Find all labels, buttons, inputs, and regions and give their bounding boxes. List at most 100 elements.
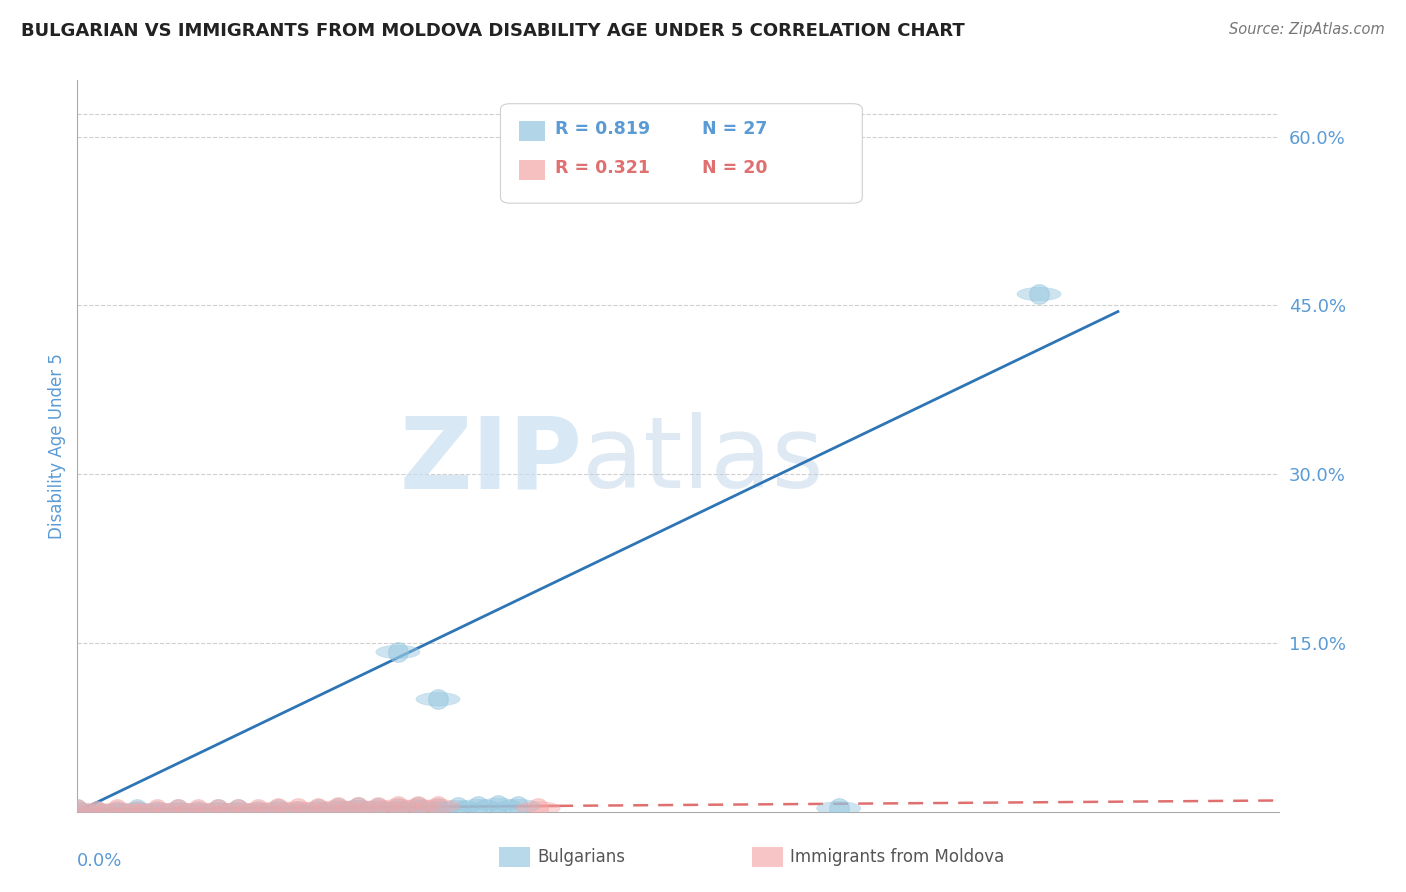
Bar [519, 160, 546, 180]
Text: Source: ZipAtlas.com: Source: ZipAtlas.com [1229, 22, 1385, 37]
Ellipse shape [55, 803, 100, 816]
Point [287, 804, 309, 818]
Text: 0.0%: 0.0% [77, 852, 122, 870]
Point [86, 804, 108, 818]
Ellipse shape [76, 804, 120, 817]
Point [427, 801, 450, 815]
Ellipse shape [96, 804, 139, 817]
Point [127, 802, 149, 816]
Point [387, 801, 409, 815]
Ellipse shape [396, 800, 440, 814]
Ellipse shape [55, 803, 100, 816]
Ellipse shape [236, 804, 280, 817]
Point [307, 801, 329, 815]
Point [347, 800, 370, 814]
Ellipse shape [256, 803, 299, 816]
Text: R = 0.321: R = 0.321 [554, 159, 650, 177]
Point [166, 802, 188, 816]
Point [86, 804, 108, 818]
Ellipse shape [135, 803, 180, 816]
Point [107, 804, 129, 818]
Ellipse shape [76, 804, 120, 817]
Ellipse shape [375, 802, 420, 815]
Text: N = 20: N = 20 [703, 159, 768, 177]
Point [347, 800, 370, 814]
Point [326, 801, 349, 815]
Ellipse shape [336, 800, 380, 814]
Point [447, 800, 470, 814]
Ellipse shape [115, 804, 159, 817]
Ellipse shape [416, 799, 460, 813]
Ellipse shape [215, 803, 260, 816]
Ellipse shape [375, 645, 420, 658]
Ellipse shape [176, 803, 219, 816]
Point [66, 802, 89, 816]
Text: N = 27: N = 27 [703, 120, 768, 138]
Ellipse shape [215, 803, 260, 816]
Ellipse shape [516, 802, 560, 815]
Point [207, 802, 229, 816]
Point [367, 801, 389, 815]
Point [267, 801, 290, 815]
Ellipse shape [236, 803, 280, 816]
Ellipse shape [295, 802, 340, 815]
Point [307, 802, 329, 816]
Point [267, 802, 290, 816]
Point [246, 804, 269, 818]
Ellipse shape [176, 804, 219, 817]
Point [146, 804, 169, 818]
Ellipse shape [356, 802, 399, 815]
Point [828, 801, 851, 815]
Point [427, 692, 450, 706]
Ellipse shape [276, 804, 319, 817]
Point [387, 799, 409, 814]
Point [387, 645, 409, 659]
Ellipse shape [156, 803, 200, 816]
Point [508, 799, 530, 814]
Point [107, 802, 129, 816]
Point [486, 797, 509, 812]
Ellipse shape [396, 799, 440, 813]
Point [166, 802, 188, 816]
Point [207, 802, 229, 816]
Point [1028, 287, 1050, 301]
Point [246, 802, 269, 816]
Y-axis label: Disability Age Under 5: Disability Age Under 5 [48, 353, 66, 539]
Ellipse shape [115, 803, 159, 816]
Ellipse shape [416, 692, 460, 706]
Ellipse shape [356, 800, 399, 814]
Ellipse shape [156, 803, 200, 816]
Ellipse shape [817, 802, 860, 815]
Point [226, 802, 249, 816]
Ellipse shape [316, 802, 360, 815]
Ellipse shape [295, 803, 340, 816]
Ellipse shape [316, 800, 360, 814]
Text: atlas: atlas [582, 412, 824, 509]
Point [406, 800, 429, 814]
Ellipse shape [496, 799, 540, 813]
Point [287, 801, 309, 815]
Point [146, 802, 169, 816]
Ellipse shape [1017, 287, 1062, 301]
Ellipse shape [195, 803, 239, 816]
Ellipse shape [436, 800, 479, 814]
Point [406, 799, 429, 814]
Point [66, 802, 89, 816]
Point [127, 804, 149, 818]
Point [467, 799, 489, 814]
Bar [519, 120, 546, 141]
Point [427, 799, 450, 814]
Point [226, 802, 249, 816]
Point [186, 802, 209, 816]
Text: R = 0.819: R = 0.819 [554, 120, 650, 138]
Text: BULGARIAN VS IMMIGRANTS FROM MOLDOVA DISABILITY AGE UNDER 5 CORRELATION CHART: BULGARIAN VS IMMIGRANTS FROM MOLDOVA DIS… [21, 22, 965, 40]
Ellipse shape [375, 799, 420, 813]
Text: Bulgarians: Bulgarians [537, 848, 626, 866]
Ellipse shape [276, 802, 319, 815]
Text: Immigrants from Moldova: Immigrants from Moldova [790, 848, 1004, 866]
Ellipse shape [135, 804, 180, 817]
Ellipse shape [256, 802, 299, 815]
Ellipse shape [416, 802, 460, 815]
Ellipse shape [336, 800, 380, 814]
Ellipse shape [477, 798, 520, 812]
